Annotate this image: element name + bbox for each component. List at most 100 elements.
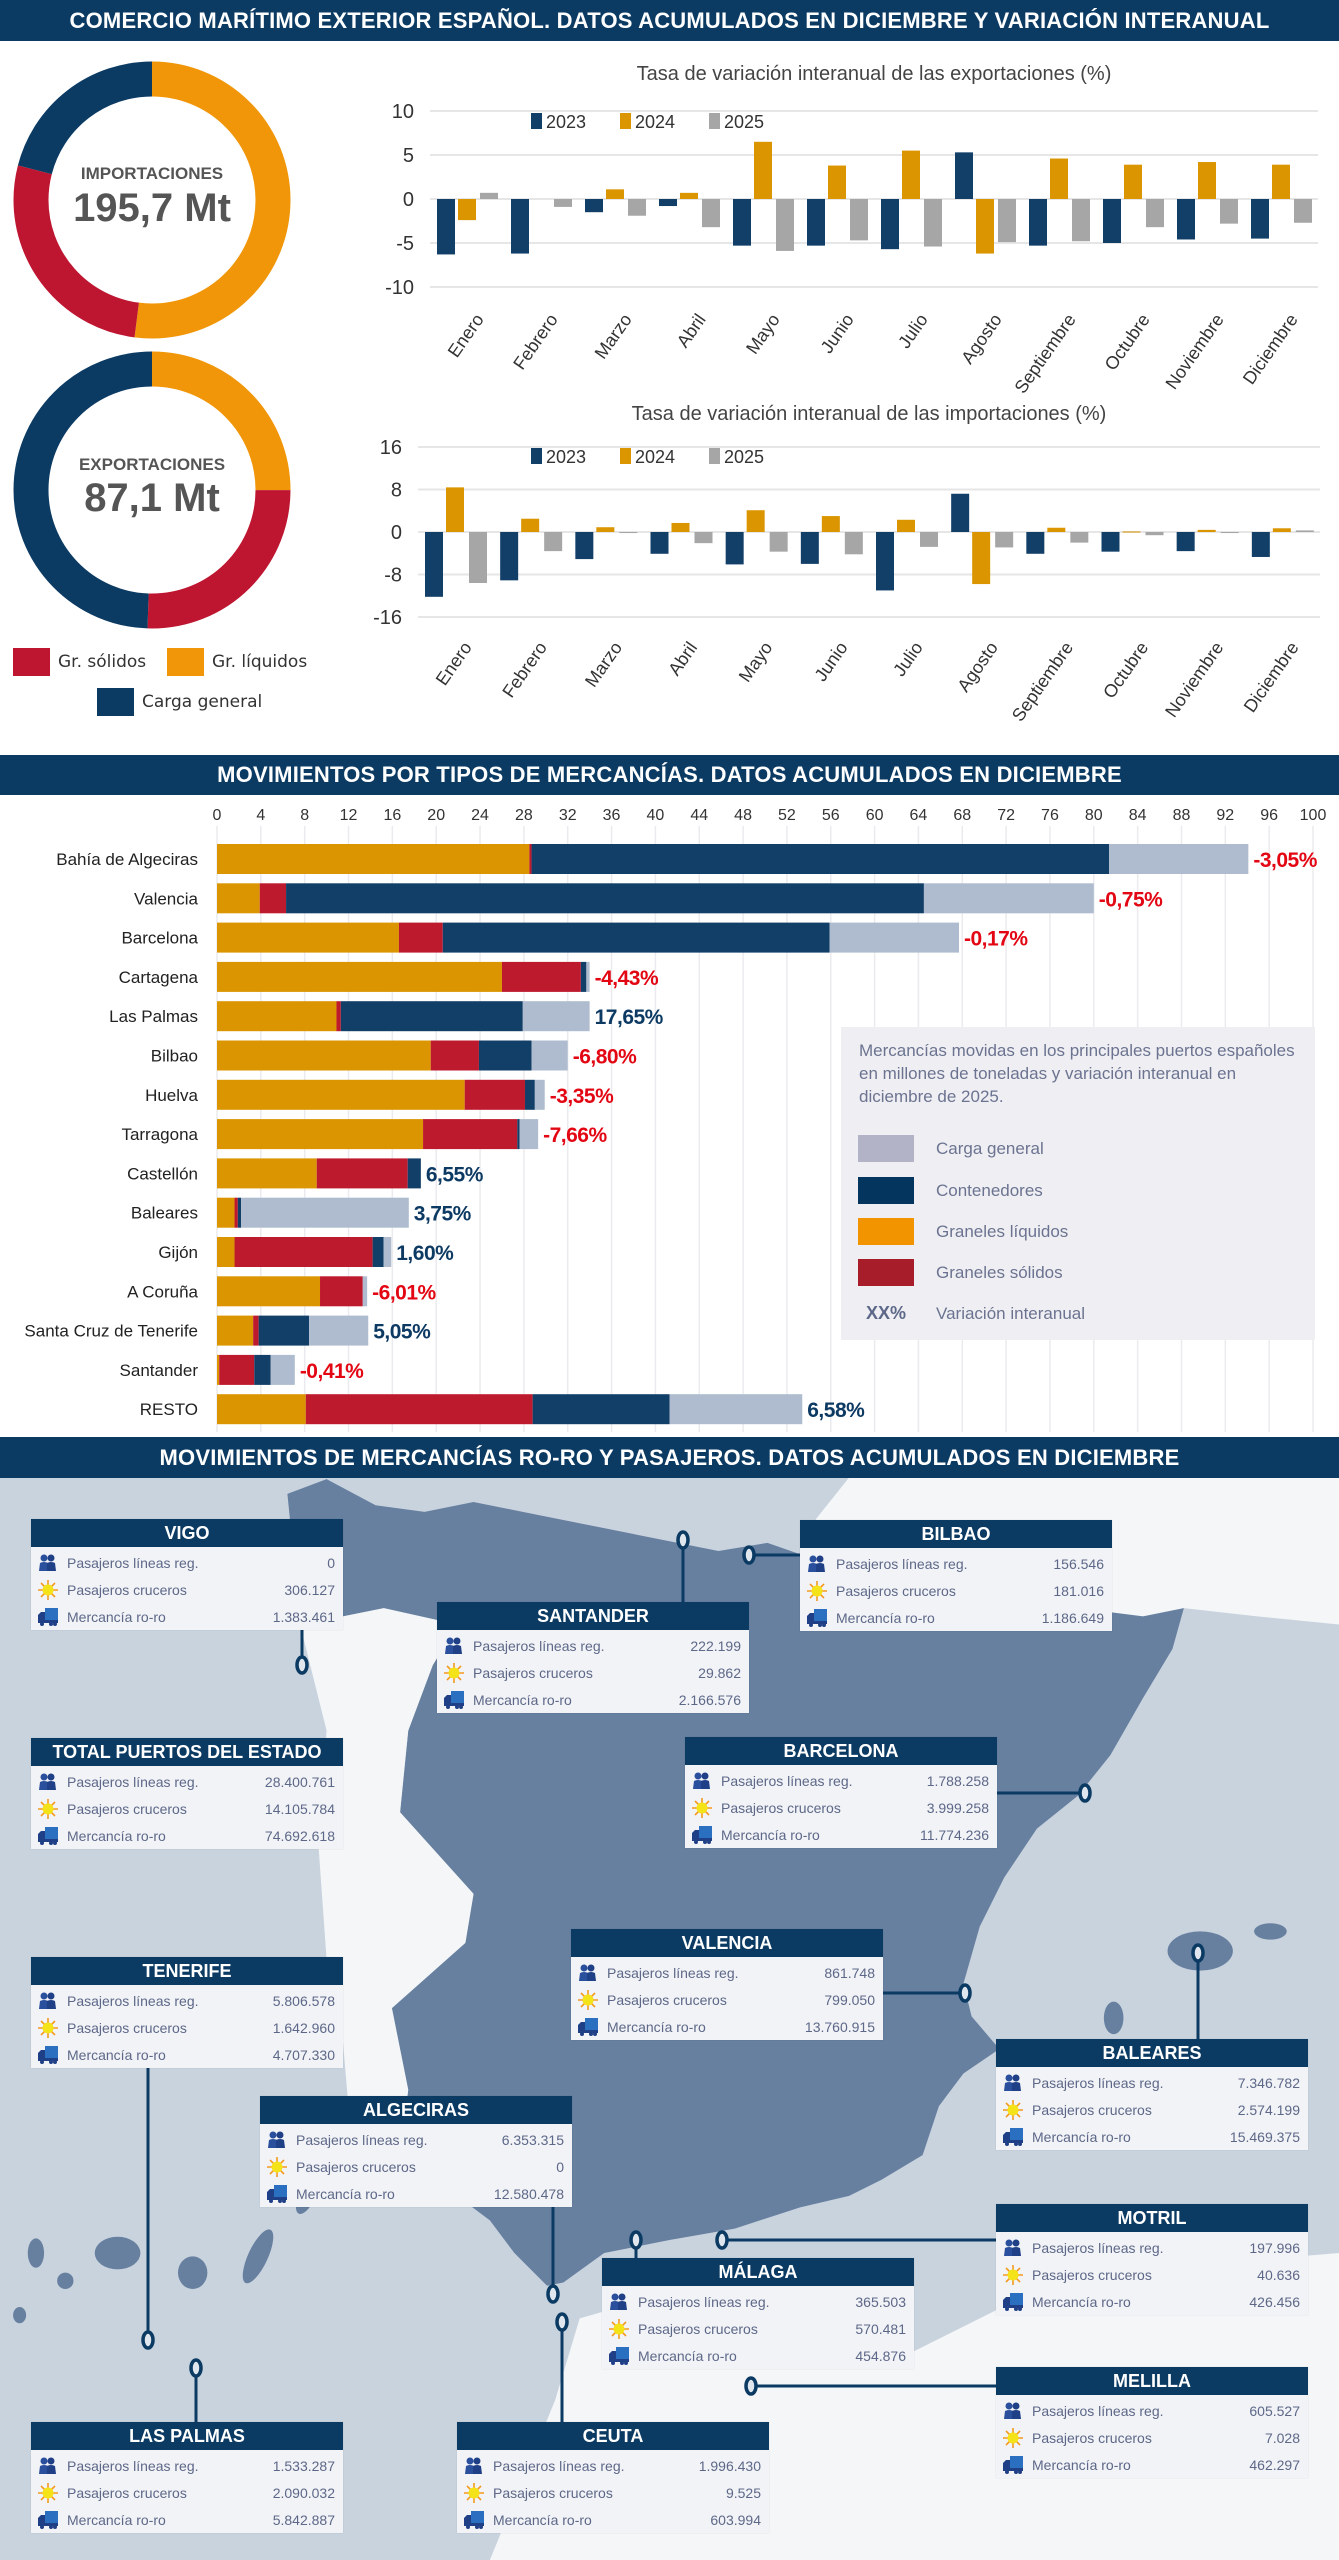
port-panel-row-label: Mercancía ro-ro [1032, 2128, 1131, 2145]
port-panel-algeciras: ALGECIRAS Pasajeros líneas reg. 6.353.315 P… [260, 2096, 572, 2207]
truck-icon [691, 1825, 721, 1845]
port-panel-row-value: 222.199 [690, 1637, 741, 1654]
exports-legend-label-2025: 2025 [724, 112, 764, 132]
port-panel-vigo: VIGO Pasajeros líneas reg. 0 Pasajeros cruc… [31, 1519, 343, 1630]
imports-x-tick-label: Mayo [735, 638, 777, 686]
imports-bar-2024-noviembre [1197, 529, 1216, 532]
bar-segment-graneles-líquidos [217, 1079, 465, 1110]
imports-bar-2023-enero [425, 532, 443, 597]
imports-bar-2023-diciembre [1251, 532, 1270, 557]
truck-icon [608, 2346, 638, 2366]
people-icon [806, 1554, 836, 1574]
bar-chart-x-tick-label: 80 [1085, 807, 1103, 824]
port-panel-row-label: Mercancía ro-ro [296, 2185, 395, 2202]
port-panel-row-label: Pasajeros cruceros [1032, 2101, 1152, 2118]
port-panel-row-value: 9.525 [725, 2484, 761, 2501]
exports-legend-swatch-2023 [531, 113, 542, 129]
imports-bar-2024-junio [821, 516, 840, 532]
exports-bar-2025-abril [702, 199, 720, 228]
legend-swatch-general [97, 688, 134, 716]
exports-donut-total: 87,1 Mt [84, 476, 220, 520]
port-panel-row: Mercancía ro-ro 454.876 [602, 2342, 914, 2369]
port-panel-row: Pasajeros líneas reg. 605.527 [996, 2397, 1308, 2424]
bar-segment-graneles-sólidos [259, 883, 287, 914]
imports-donut-total: 195,7 Mt [73, 186, 231, 230]
port-panel-row-label: Mercancía ro-ro [1032, 2293, 1131, 2310]
bar-chart-port-label: Santa Cruz de Tenerife [24, 1322, 198, 1341]
imports-bar-2025-febrero [544, 532, 563, 552]
exports-bar-2023-octubre [1103, 199, 1121, 243]
port-panel-row: Mercancía ro-ro 12.580.478 [260, 2180, 572, 2207]
legend-item-carga-general: Carga general [858, 1135, 1044, 1162]
port-panel-tenerife: TENERIFE Pasajeros líneas reg. 5.806.578 Pa… [31, 1957, 343, 2068]
port-panel-row-value: 4.707.330 [272, 2046, 335, 2063]
imports-x-tick-label: Noviembre [1161, 638, 1227, 721]
bar-segment-graneles-sólidos [219, 1354, 255, 1385]
bar-chart-port-label: Cartagena [119, 968, 199, 987]
port-pin-icon [295, 1655, 309, 1675]
sun-icon [37, 1579, 67, 1600]
bar-segment-contenedores [340, 1001, 523, 1032]
port-panel-row-value: 1.533.287 [272, 2457, 335, 2474]
port-panel-row: Pasajeros líneas reg. 156.546 [800, 1550, 1112, 1577]
bar-segment-contenedores [286, 883, 924, 914]
port-panel-row-value: 15.469.375 [1229, 2128, 1300, 2145]
exports-bar-2024-mayo [754, 141, 772, 199]
port-panel-row-value: 5.806.578 [272, 1992, 335, 2009]
legend-label-general: Carga general [142, 692, 263, 712]
people-icon [577, 1963, 607, 1983]
port-panel-row-value: 1.788.258 [926, 1772, 989, 1789]
bar-chart-x-tick-label: 76 [1041, 807, 1059, 824]
bar-chart-port-label: Bilbao [151, 1047, 198, 1066]
port-panel-row: Mercancía ro-ro 603.994 [457, 2506, 769, 2533]
port-panel-title: BARCELONA [685, 1737, 997, 1767]
imports-legend-swatch-2024 [620, 448, 631, 464]
people-icon [443, 1636, 473, 1656]
imports-chart-title: Tasa de variación interanual de las impo… [632, 403, 1107, 425]
exports-bar-2025-marzo [628, 199, 646, 216]
exports-x-tick-label: Mayo [742, 310, 784, 358]
port-panel-row-label: Pasajeros líneas reg. [493, 2457, 625, 2474]
truck-icon [37, 2510, 67, 2530]
port-panel-row: Pasajeros cruceros 14.105.784 [31, 1795, 343, 1822]
port-panel-row: Pasajeros cruceros 799.050 [571, 1986, 883, 2013]
bar-segment-graneles-sólidos [234, 1237, 373, 1267]
people-icon [37, 2456, 67, 2476]
port-panel-row-value: 1.642.960 [272, 2019, 335, 2036]
imports-x-tick-label: Agosto [953, 638, 1002, 695]
exports-x-tick-label: Junio [817, 310, 858, 357]
port-panel-row-label: Mercancía ro-ro [638, 2347, 737, 2364]
port-panel-row-value: 2.166.576 [678, 1691, 741, 1708]
bar-segment-carga-general [362, 1276, 368, 1307]
bar-segment-carga-general [383, 1237, 392, 1267]
legend-swatch-graneles-liquidos [858, 1218, 914, 1245]
port-panel-row-label: Mercancía ro-ro [67, 1608, 166, 1625]
bar-segment-contenedores [407, 1158, 421, 1189]
legend-swatch-contenedores [858, 1177, 914, 1204]
people-icon [37, 1553, 67, 1573]
bar-segment-graneles-líquidos [217, 1158, 317, 1189]
bar-chart-x-tick-label: 52 [778, 807, 796, 824]
port-panel-row-label: Pasajeros cruceros [493, 2484, 613, 2501]
port-panel-row-label: Mercancía ro-ro [836, 1609, 935, 1626]
port-pin-icon [629, 2230, 643, 2250]
port-panel-row-value: 156.546 [1053, 1555, 1104, 1572]
bar-segment-contenedores [524, 1079, 535, 1110]
exports-y-tick-label: -5 [396, 233, 414, 255]
imports-y-tick-label: 16 [380, 437, 402, 459]
bar-chart-x-tick-label: 56 [822, 807, 840, 824]
map-menorca [1254, 1923, 1287, 1940]
bar-segment-contenedores [372, 1237, 384, 1267]
bar-chart-x-tick-label: 48 [734, 807, 752, 824]
port-panel-melilla: MELILLA Pasajeros líneas reg. 605.527 Pasaj… [996, 2367, 1308, 2478]
exports-bar-2025-febrero [554, 199, 572, 207]
imports-bar-2023-febrero [500, 532, 519, 581]
bar-segment-graneles-sólidos [320, 1276, 363, 1307]
bar-chart-legend: Mercancías movidas en los principales pu… [841, 1027, 1315, 1340]
imports-bar-2025-julio [920, 532, 938, 547]
bar-segment-carga-general [522, 1001, 590, 1032]
port-panel-row-value: 1.996.430 [698, 2457, 761, 2474]
section-title-roro-pasajeros: MOVIMIENTOS DE MERCANCÍAS RO-RO Y PASAJE… [0, 1437, 1339, 1478]
bar-variation-label: 6,58% [807, 1399, 865, 1422]
bar-variation-label: -3,05% [1253, 849, 1317, 872]
